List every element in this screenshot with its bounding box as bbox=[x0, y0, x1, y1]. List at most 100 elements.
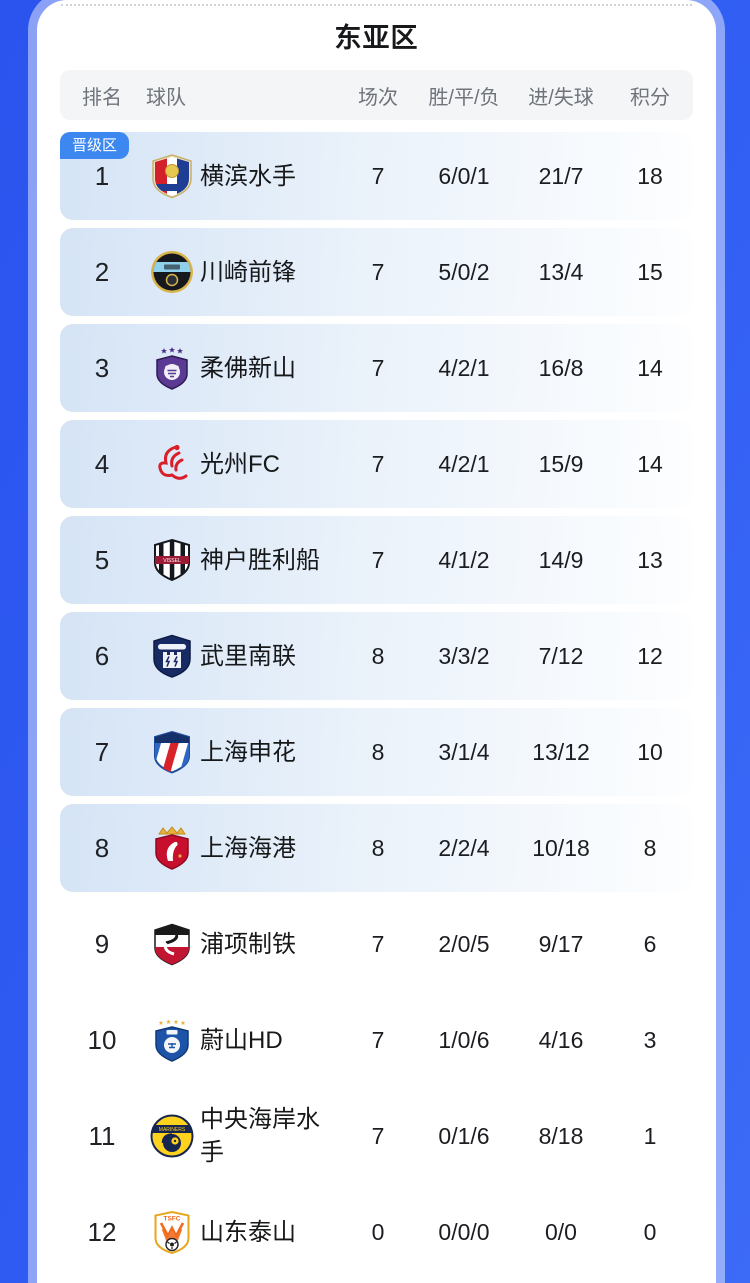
team-name: 上海海港 bbox=[200, 834, 296, 862]
shanghai-shenhua-logo bbox=[144, 729, 200, 775]
wdl-cell: 2/0/5 bbox=[438, 930, 490, 957]
played-cell: 7 bbox=[371, 1122, 385, 1149]
wdl-cell: 3/1/4 bbox=[438, 738, 490, 765]
promotion-zone-badge: 晋级区 bbox=[60, 132, 130, 159]
table-row[interactable]: 6 武里南联 8 3/3/2 7/12 12 bbox=[60, 612, 693, 700]
wdl-cell: 6/0/1 bbox=[438, 162, 490, 189]
played-cell: 7 bbox=[371, 930, 385, 957]
johor-darul-tazim-logo bbox=[144, 345, 200, 391]
points-cell: 10 bbox=[637, 738, 663, 765]
goals-cell: 8/18 bbox=[538, 1122, 584, 1149]
table-row[interactable]: 12 TSFC 山东泰山 0 0 bbox=[60, 1188, 693, 1276]
shandong-taishan-logo: TSFC bbox=[144, 1209, 200, 1255]
header-wdl: 胜/平/负 bbox=[428, 86, 500, 109]
table-row[interactable]: 3 柔佛新山 7 4/2/1 16/8 bbox=[60, 324, 693, 412]
table-row[interactable]: 10 蔚山HD 7 1/0/6 bbox=[60, 996, 693, 1084]
team-name: 武里南联 bbox=[200, 642, 296, 670]
top-dashed-divider bbox=[61, 4, 692, 6]
goals-cell: 16/8 bbox=[538, 354, 584, 381]
played-cell: 7 bbox=[371, 354, 385, 381]
rank-cell: 1 bbox=[94, 160, 110, 191]
team-name: 横滨水手 bbox=[200, 162, 296, 190]
team-name: 柔佛新山 bbox=[200, 354, 296, 382]
played-cell: 8 bbox=[371, 738, 385, 765]
yokohama-f-marinos-logo bbox=[144, 153, 200, 199]
table-row[interactable]: 8 上海海港 8 2/2/4 10/18 8 bbox=[60, 804, 693, 892]
header-goals: 进/失球 bbox=[528, 86, 594, 109]
standings-card: 东亚区 排名 球队 场次 胜/平/负 进/失球 积分 晋级区 1 bbox=[37, 0, 716, 1283]
points-cell: 1 bbox=[643, 1122, 657, 1149]
wdl-cell: 5/0/2 bbox=[438, 258, 490, 285]
table-row[interactable]: 4 光州FC 7 4/2/1 15/9 1 bbox=[60, 420, 693, 508]
kawasaki-frontale-logo bbox=[144, 249, 200, 295]
header-rank: 排名 bbox=[82, 86, 122, 109]
team-name: 山东泰山 bbox=[200, 1218, 296, 1246]
played-cell: 7 bbox=[371, 162, 385, 189]
team-name: 光州FC bbox=[200, 450, 280, 478]
goals-cell: 4/16 bbox=[538, 1026, 584, 1053]
goals-cell: 7/12 bbox=[538, 642, 584, 669]
points-cell: 18 bbox=[637, 162, 663, 189]
rank-cell: 4 bbox=[94, 448, 110, 479]
points-cell: 0 bbox=[643, 1218, 657, 1245]
wdl-cell: 4/2/1 bbox=[438, 354, 490, 381]
table-row[interactable]: 9 浦项制铁 7 2/0/5 9 bbox=[60, 900, 693, 988]
wdl-cell: 0/1/6 bbox=[438, 1122, 490, 1149]
rank-cell: 11 bbox=[88, 1120, 116, 1151]
points-cell: 3 bbox=[643, 1026, 657, 1053]
points-cell: 12 bbox=[637, 642, 663, 669]
played-cell: 0 bbox=[371, 1218, 385, 1245]
svg-text:MARINERS: MARINERS bbox=[159, 1127, 186, 1133]
table-row[interactable]: 2 川崎前锋 7 5/0/2 13/ bbox=[60, 228, 693, 316]
goals-cell: 13/12 bbox=[532, 738, 590, 765]
played-cell: 7 bbox=[371, 546, 385, 573]
pohang-steelers-logo bbox=[144, 921, 200, 967]
played-cell: 7 bbox=[371, 258, 385, 285]
header-team: 球队 bbox=[146, 86, 186, 109]
gwangju-fc-logo bbox=[144, 441, 200, 487]
rank-cell: 9 bbox=[94, 928, 110, 959]
team-name: 川崎前锋 bbox=[200, 258, 296, 286]
team-name: 蔚山HD bbox=[200, 1026, 283, 1054]
wdl-cell: 3/3/2 bbox=[438, 642, 490, 669]
buriram-united-logo bbox=[144, 633, 200, 679]
header-points: 积分 bbox=[630, 86, 670, 109]
wdl-cell: 1/0/6 bbox=[438, 1026, 490, 1053]
rank-cell: 3 bbox=[94, 352, 110, 383]
table-row[interactable]: 晋级区 1 横滨水手 bbox=[60, 132, 693, 220]
table-header: 排名 球队 场次 胜/平/负 进/失球 积分 bbox=[60, 70, 693, 120]
points-cell: 14 bbox=[637, 450, 663, 477]
goals-cell: 9/17 bbox=[538, 930, 584, 957]
points-cell: 15 bbox=[637, 258, 663, 285]
wdl-cell: 4/2/1 bbox=[438, 450, 490, 477]
ulsan-hd-logo bbox=[144, 1017, 200, 1063]
rank-cell: 8 bbox=[94, 832, 110, 863]
svg-text:TSFC: TSFC bbox=[164, 1216, 181, 1223]
goals-cell: 10/18 bbox=[532, 834, 590, 861]
page-title: 东亚区 bbox=[334, 23, 419, 53]
central-coast-mariners-logo: MARINERS bbox=[144, 1113, 200, 1159]
points-cell: 14 bbox=[637, 354, 663, 381]
table-row[interactable]: 7 上海 bbox=[60, 708, 693, 796]
team-name: 中央海岸水手 bbox=[200, 1106, 320, 1166]
team-name: 上海申花 bbox=[200, 738, 296, 766]
points-cell: 8 bbox=[643, 834, 657, 861]
table-row[interactable]: 11 MARINERS 中央海岸水手 bbox=[60, 1092, 693, 1180]
rank-cell: 5 bbox=[94, 544, 110, 575]
table-row[interactable]: 5 VISSEL 神户胜利船 7 bbox=[60, 516, 693, 604]
goals-cell: 15/9 bbox=[538, 450, 584, 477]
goals-cell: 13/4 bbox=[538, 258, 584, 285]
header-played: 场次 bbox=[358, 86, 398, 109]
svg-text:VISSEL: VISSEL bbox=[163, 558, 181, 564]
standings-list: 晋级区 1 横滨水手 bbox=[60, 132, 693, 1276]
played-cell: 7 bbox=[371, 450, 385, 477]
goals-cell: 14/9 bbox=[538, 546, 584, 573]
wdl-cell: 0/0/0 bbox=[438, 1218, 490, 1245]
wdl-cell: 2/2/4 bbox=[438, 834, 490, 861]
goals-cell: 21/7 bbox=[538, 162, 584, 189]
rank-cell: 2 bbox=[94, 256, 110, 287]
rank-cell: 7 bbox=[94, 736, 110, 767]
played-cell: 8 bbox=[371, 642, 385, 669]
vissel-kobe-logo: VISSEL bbox=[144, 537, 200, 583]
played-cell: 7 bbox=[371, 1026, 385, 1053]
